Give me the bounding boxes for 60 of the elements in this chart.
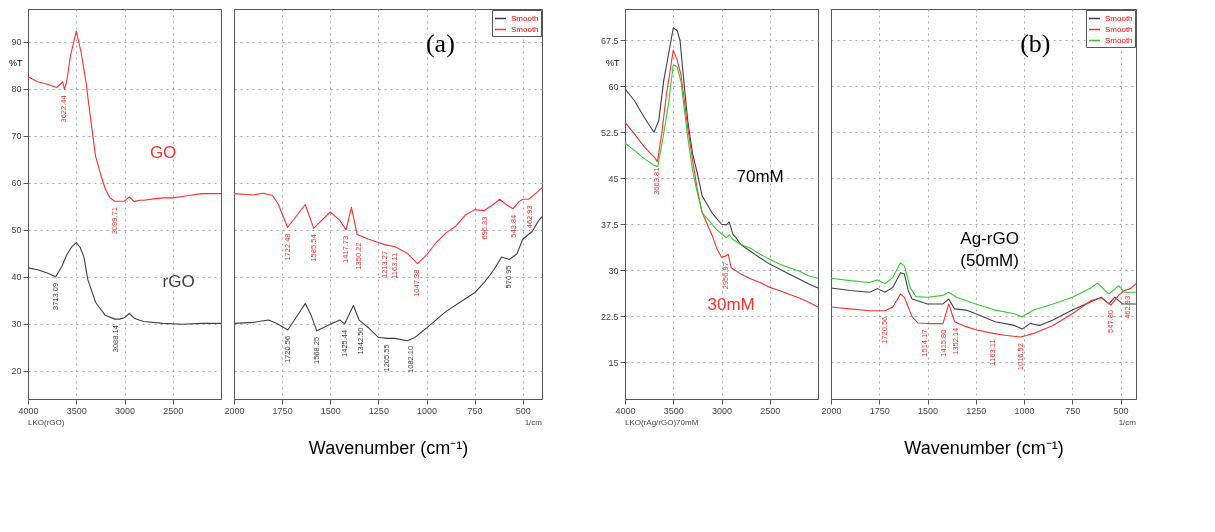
- x-tick-label: 750: [1065, 405, 1081, 416]
- x-tick-label: 1750: [869, 405, 890, 416]
- y-tick-label: 90: [11, 37, 22, 48]
- x-axis-title: Wavenumber (cm⁻¹): [308, 437, 469, 458]
- x-tick-label: 3500: [663, 405, 684, 416]
- text: 1/cm: [524, 418, 543, 427]
- x-tick-label: 2000: [224, 405, 245, 416]
- x-tick-label: 1500: [320, 405, 341, 416]
- x-tick-label: 1750: [272, 405, 293, 416]
- y-tick-label: 30: [11, 319, 22, 330]
- y-tick-label: 67.5: [600, 35, 619, 46]
- y-tick-label: 20: [11, 366, 22, 377]
- x-tick-label: 1250: [966, 405, 987, 416]
- line-series: [27, 241, 222, 325]
- x-tick-label: 4000: [615, 405, 636, 416]
- annotation: 30mM: [707, 295, 755, 315]
- line-series: [27, 30, 222, 203]
- y-tick-label: 15: [608, 357, 619, 368]
- y-tick-label: 40: [11, 272, 22, 283]
- annotation: 70mM: [736, 166, 784, 186]
- y-axis-title: %T: [606, 58, 620, 68]
- text: 1/cm: [1118, 418, 1137, 427]
- legend-label: Smooth: [1105, 24, 1133, 34]
- y-tick-label: 80: [11, 84, 22, 95]
- text: LKO(rAg/rGO)70mM: [625, 418, 699, 427]
- y-tick-label: 50: [11, 225, 22, 236]
- x-tick-label: 1000: [1014, 405, 1035, 416]
- y-tick-label: 70: [11, 131, 22, 142]
- y-tick-label: 37.5: [600, 219, 619, 230]
- x-tick-label: 1500: [918, 405, 939, 416]
- text: (b): [1020, 29, 1051, 59]
- x-tick-label: 3000: [114, 405, 136, 416]
- x-tick-label: 2500: [760, 405, 781, 416]
- x-tick-label: 3500: [66, 405, 87, 416]
- x-tick-label: 500: [515, 405, 531, 416]
- x-tick-label: 1000: [416, 405, 438, 416]
- y-tick-label: 22.5: [600, 311, 619, 322]
- x-tick-label: 3000: [711, 405, 733, 416]
- y-axis-title: %T: [9, 58, 23, 68]
- legend-label: Smooth: [511, 24, 539, 34]
- legend-label: Smooth: [511, 13, 539, 23]
- y-tick-label: 45: [608, 173, 619, 184]
- text: LKO(rGO): [28, 418, 65, 427]
- y-tick-label: 30: [608, 265, 619, 276]
- x-tick-label: 750: [467, 405, 483, 416]
- y-tick-label: 60: [608, 81, 619, 92]
- y-tick-label: 52.5: [600, 127, 619, 138]
- x-tick-label: 1250: [368, 405, 389, 416]
- x-tick-label: 4000: [18, 405, 39, 416]
- legend-label: Smooth: [1105, 35, 1133, 45]
- y-tick-label: 60: [11, 178, 22, 189]
- text: (a): [425, 29, 455, 59]
- x-axis-title: Wavenumber (cm⁻¹): [904, 437, 1064, 458]
- annotation: GO: [149, 143, 177, 163]
- annotation: rGO: [162, 272, 195, 291]
- x-tick-label: 2000: [821, 405, 842, 416]
- legend-label: Smooth: [1105, 13, 1133, 23]
- x-tick-label: 500: [1113, 405, 1129, 416]
- annotation: Ag-rGO (50mM): [960, 229, 1019, 271]
- x-tick-label: 2500: [163, 405, 184, 416]
